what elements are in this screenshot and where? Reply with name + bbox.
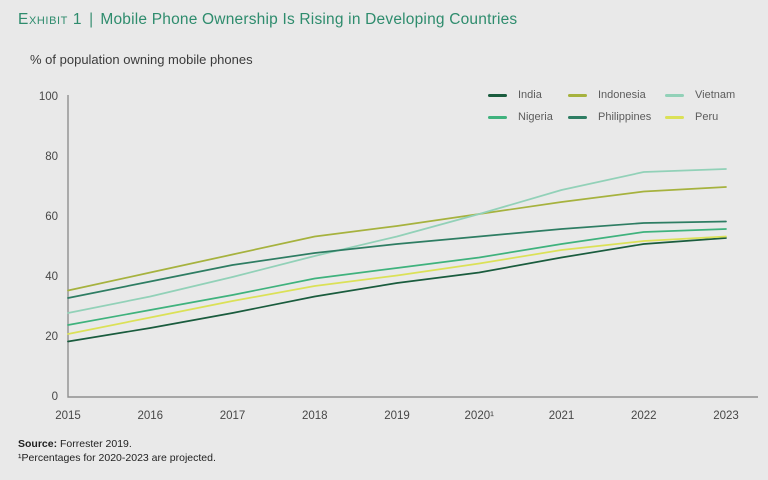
legend-label-vietnam: Vietnam xyxy=(695,89,736,101)
legend-label-nigeria: Nigeria xyxy=(518,111,553,123)
y-tick-label-80: 80 xyxy=(45,151,58,163)
x-tick-label-2021: 2021 xyxy=(548,410,575,422)
chart-footer: Source: Forrester 2019. ¹Percentages for… xyxy=(18,437,216,465)
legend-label-philippines: Philippines xyxy=(598,111,652,123)
legend-item-peru: Peru xyxy=(665,110,755,124)
exhibit-title: Exhibit 1 | Mobile Phone Ownership Is Risi… xyxy=(18,11,517,29)
x-tick-label-2020: 2020¹ xyxy=(464,410,494,422)
chart-legend: India Indonesia Vietnam Nigeria Philippines P… xyxy=(488,88,755,124)
series-line-vietnam xyxy=(67,168,727,314)
x-tick-label-2015: 2015 xyxy=(55,410,81,422)
x-tick-label-2022: 2022 xyxy=(630,410,657,422)
source-line: Source: Forrester 2019. xyxy=(18,437,216,451)
series-line-indonesia xyxy=(67,186,727,292)
series-line-india xyxy=(67,237,727,343)
x-tick-label-2023: 2023 xyxy=(713,410,739,422)
y-tick-label-100: 100 xyxy=(38,91,58,103)
series-line-philippines xyxy=(67,220,727,299)
series-line-peru xyxy=(67,235,727,335)
chart-axes xyxy=(67,95,758,398)
legend-swatch-vietnam xyxy=(665,93,684,97)
legend-item-philippines: Philippines xyxy=(568,110,665,124)
x-tick-label-2019: 2019 xyxy=(384,410,410,422)
legend-item-india: India xyxy=(488,88,568,102)
source-text: Forrester 2019. xyxy=(60,438,132,450)
title-text: Mobile Phone Ownership Is Rising in Deve… xyxy=(100,11,518,28)
source-label: Source: xyxy=(18,438,58,450)
legend-item-nigeria: Nigeria xyxy=(488,110,568,124)
legend-swatch-indonesia xyxy=(568,93,587,97)
exhibit-label: Exhibit 1 xyxy=(18,11,83,28)
series-line-nigeria xyxy=(67,228,727,326)
x-tick-label-2016: 2016 xyxy=(137,410,164,422)
legend-swatch-peru xyxy=(665,115,684,119)
legend-label-peru: Peru xyxy=(695,111,719,123)
legend-item-vietnam: Vietnam xyxy=(665,88,755,102)
x-tick-label-2017: 2017 xyxy=(219,410,246,422)
legend-item-indonesia: Indonesia xyxy=(568,88,665,102)
title-separator: | xyxy=(89,11,94,28)
chart-subtitle: % of population owning mobile phones xyxy=(30,52,253,67)
legend-swatch-philippines xyxy=(568,115,587,119)
x-tick-label-2018: 2018 xyxy=(301,410,328,422)
legend-swatch-nigeria xyxy=(488,115,507,119)
legend-swatch-india xyxy=(488,93,507,97)
y-tick-label-20: 20 xyxy=(45,331,58,343)
y-tick-label-40: 40 xyxy=(45,271,58,283)
footnote: ¹Percentages for 2020-2023 are projected… xyxy=(18,452,216,464)
legend-label-india: India xyxy=(518,89,542,101)
legend-label-indonesia: Indonesia xyxy=(598,89,646,101)
y-tick-label-0: 0 xyxy=(51,391,58,403)
y-tick-label-60: 60 xyxy=(45,211,58,223)
